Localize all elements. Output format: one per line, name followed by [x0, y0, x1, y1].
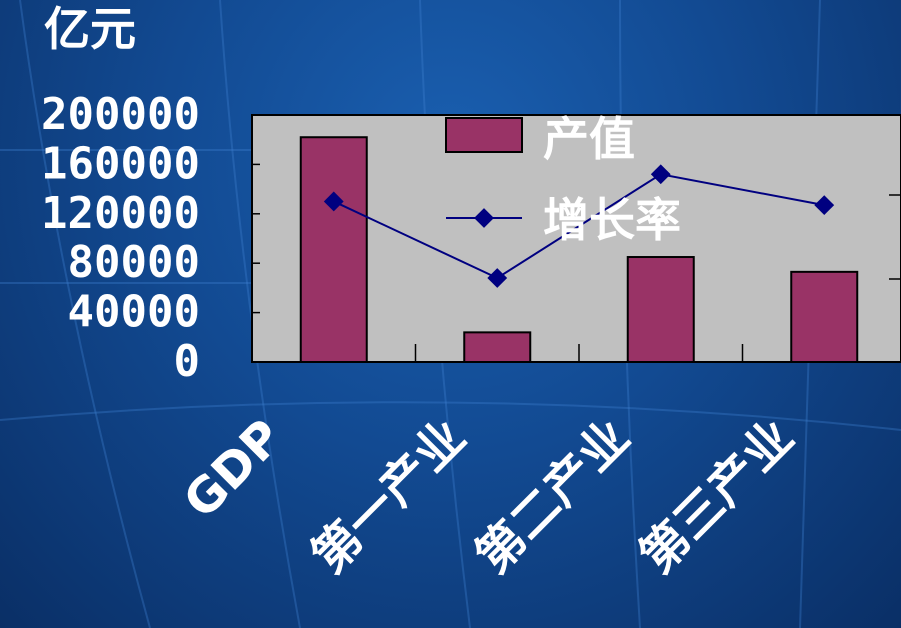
x-tick-label: 第三产业 — [629, 409, 804, 584]
y-tick-label: 0 — [174, 336, 201, 387]
bar — [626, 256, 695, 363]
bar — [790, 270, 859, 363]
x-axis-dividers — [414, 344, 744, 362]
x-tick-label: 第一产业 — [301, 409, 476, 584]
y-tick-label: 160000 — [41, 138, 200, 189]
legend-swatch-bar — [445, 117, 523, 153]
bar-series — [299, 136, 859, 363]
legend: 产值 增长率 — [445, 112, 681, 247]
x-tick-label: 第二产业 — [465, 409, 640, 584]
y-tick-label: 200000 — [41, 89, 200, 140]
bar — [463, 331, 532, 363]
legend-swatch-marker — [474, 208, 494, 228]
line-point — [487, 268, 508, 288]
line-point — [323, 191, 344, 212]
y-axis-unit-label: 亿元 — [44, 2, 136, 56]
secondary-axis-ticks — [889, 194, 901, 280]
legend-label-bar: 产值 — [543, 112, 635, 166]
legend-label-line: 增长率 — [543, 193, 681, 247]
x-tick-label: GDP — [173, 409, 294, 530]
bar — [299, 136, 368, 363]
y-tick-label: 120000 — [41, 188, 200, 239]
y-tick-label: 80000 — [68, 237, 200, 288]
series-line — [333, 173, 825, 280]
y-tick-label: 40000 — [68, 287, 200, 338]
